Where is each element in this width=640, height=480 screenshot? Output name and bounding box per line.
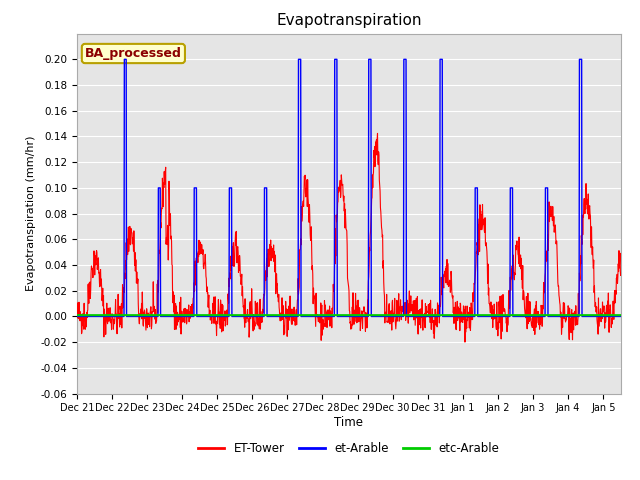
- et-Arable: [573, 313, 580, 319]
- ET-Tower: [374, 131, 381, 136]
- ET-Tower: [491, 315, 499, 321]
- Y-axis label: Evapotranspiration (mm/hr): Evapotranspiration (mm/hr): [26, 136, 36, 291]
- etc-Arable: [73, 312, 81, 318]
- et-Arable: [120, 57, 128, 62]
- Line: ET-Tower: ET-Tower: [77, 133, 638, 342]
- etc-Arable: [634, 312, 640, 318]
- etc-Arable: [332, 312, 340, 318]
- ET-Tower: [161, 181, 168, 187]
- Title: Evapotranspiration: Evapotranspiration: [276, 13, 422, 28]
- ET-Tower: [628, 308, 636, 313]
- et-Arable: [634, 313, 640, 319]
- Line: et-Arable: et-Arable: [77, 60, 638, 316]
- Legend: ET-Tower, et-Arable, etc-Arable: ET-Tower, et-Arable, etc-Arable: [193, 437, 504, 460]
- ET-Tower: [634, 328, 640, 334]
- etc-Arable: [161, 312, 168, 318]
- ET-Tower: [332, 212, 340, 218]
- et-Arable: [628, 313, 636, 319]
- X-axis label: Time: Time: [334, 416, 364, 429]
- ET-Tower: [573, 322, 580, 328]
- et-Arable: [343, 313, 351, 319]
- etc-Arable: [343, 312, 351, 318]
- etc-Arable: [572, 312, 580, 318]
- ET-Tower: [461, 339, 468, 345]
- ET-Tower: [343, 228, 351, 234]
- etc-Arable: [627, 312, 635, 318]
- ET-Tower: [73, 309, 81, 315]
- et-Arable: [73, 313, 81, 319]
- Text: BA_processed: BA_processed: [85, 47, 182, 60]
- et-Arable: [161, 313, 169, 319]
- etc-Arable: [490, 312, 498, 318]
- et-Arable: [333, 57, 340, 62]
- et-Arable: [490, 313, 498, 319]
